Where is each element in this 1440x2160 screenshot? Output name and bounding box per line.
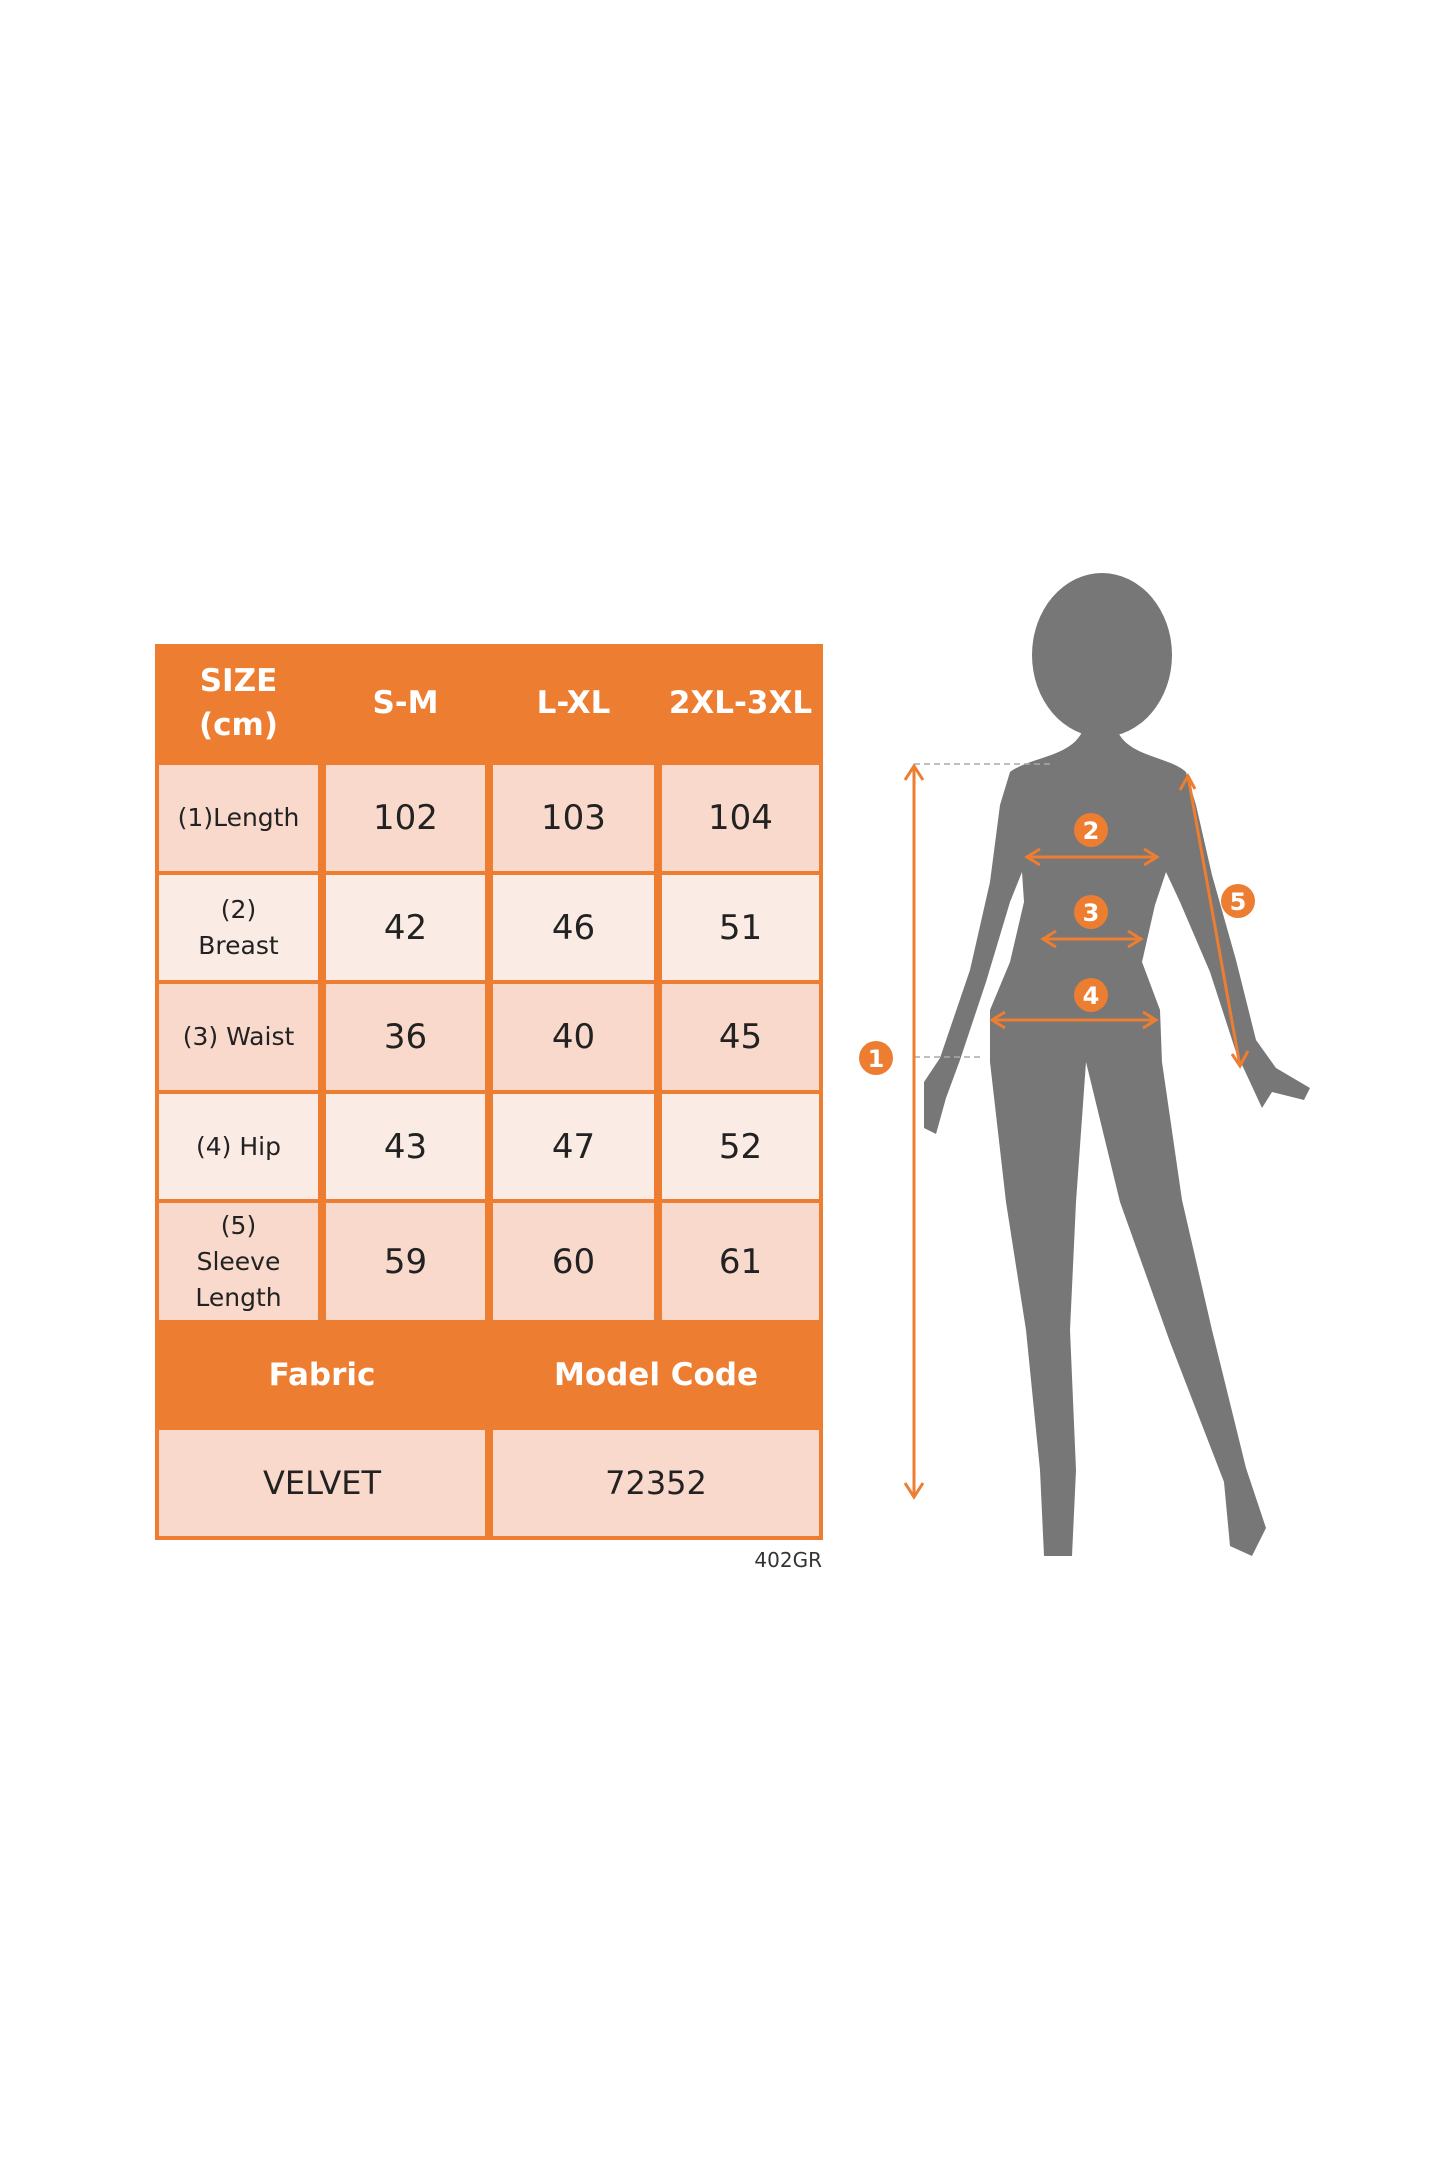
row-label: (3) Waist xyxy=(159,984,318,1090)
marker-4-icon xyxy=(1074,978,1108,1012)
marker-5-icon xyxy=(1221,884,1255,918)
row-label: (2) Breast xyxy=(159,875,318,980)
markers: 1 2 3 4 5 xyxy=(859,813,1255,1075)
marker-5: 5 xyxy=(1230,888,1247,916)
marker-2-icon xyxy=(1074,813,1108,847)
measure-lines xyxy=(903,763,1250,1500)
row-value: 102 xyxy=(326,765,485,871)
row-value: 46 xyxy=(493,875,654,980)
row-value: 103 xyxy=(493,765,654,871)
row-value: 104 xyxy=(662,765,819,871)
row-value: 40 xyxy=(493,984,654,1090)
header-size-label: SIZE (cm) xyxy=(198,662,278,743)
marker-1-icon xyxy=(859,1041,893,1075)
fabric-value: VELVET xyxy=(159,1430,485,1536)
row-value: 36 xyxy=(326,984,485,1090)
code-note: 402GR xyxy=(754,1548,822,1572)
row-value: 45 xyxy=(662,984,819,1090)
marker-3-icon xyxy=(1074,895,1108,929)
row-label: (5) Sleeve Length xyxy=(159,1203,318,1320)
marker-2: 2 xyxy=(1083,817,1100,845)
header-size-2xl-3xl: 2XL-3XL xyxy=(668,684,813,721)
model-code-header: Model Code xyxy=(553,1357,759,1393)
row-value: 43 xyxy=(326,1094,485,1199)
row-value: 59 xyxy=(326,1203,485,1320)
row-value: 61 xyxy=(662,1203,819,1320)
model-code-value: 72352 xyxy=(493,1430,819,1536)
header-size-l-xl: L-XL xyxy=(536,684,611,721)
row-value: 51 xyxy=(662,875,819,980)
row-value: 52 xyxy=(662,1094,819,1199)
header-size-s-m: S-M xyxy=(372,684,439,721)
silhouette xyxy=(924,573,1310,1556)
silhouette-body xyxy=(924,732,1310,1556)
marker-3: 3 xyxy=(1083,899,1100,927)
row-value: 60 xyxy=(493,1203,654,1320)
row-label: (1)Length xyxy=(159,765,318,871)
row-value: 47 xyxy=(493,1094,654,1199)
silhouette-head xyxy=(1032,573,1172,737)
row-value: 42 xyxy=(326,875,485,980)
marker-4: 4 xyxy=(1083,982,1100,1010)
row-label: (4) Hip xyxy=(159,1094,318,1199)
marker-1: 1 xyxy=(868,1045,885,1073)
fabric-header: Fabric xyxy=(268,1357,376,1393)
size-chart-table: SIZE (cm) S-M L-XL 2XL-3XL (1)Length 102 1… xyxy=(155,644,823,1540)
sleeve-arrow xyxy=(1186,775,1242,1067)
